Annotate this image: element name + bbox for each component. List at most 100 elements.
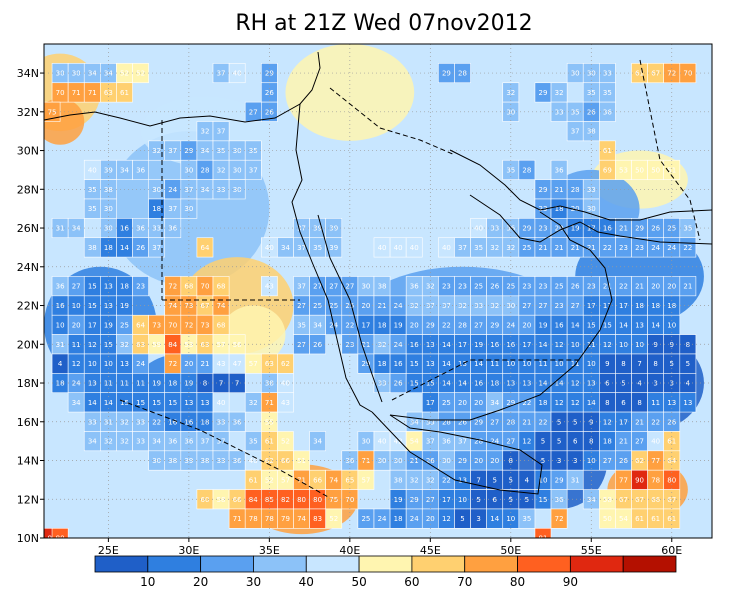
rh-cell: 32 — [100, 431, 117, 452]
rh-cell-fill — [132, 159, 149, 180]
rh-cell-value: 19 — [184, 380, 193, 388]
rh-cell: 37 — [212, 63, 230, 84]
rh-cell-value: 39 — [184, 457, 193, 465]
rh-cell-fill — [196, 237, 214, 258]
rh-cell: 5 — [550, 431, 568, 452]
rh-cell-value: 32 — [506, 244, 515, 252]
rh-cell-value: 37 — [426, 438, 435, 446]
rh-cell-value: 20 — [474, 457, 483, 465]
x-tick-label: 40E — [339, 544, 360, 557]
rh-cell: 34 — [309, 431, 326, 452]
rh-cell-fill — [261, 101, 278, 122]
rh-cell-value: 70 — [168, 321, 177, 329]
rh-cell-value: 63 — [136, 341, 145, 349]
rh-cell: 8 — [679, 334, 697, 355]
rh-cell-value: 23 — [539, 225, 548, 233]
rh-cell: 15 — [83, 276, 101, 297]
rh-cell-value: 27 — [297, 341, 306, 349]
rh-cell-value: 21 — [683, 283, 692, 291]
rh-cell: 6 — [615, 392, 632, 413]
rh-cell: 14 — [100, 392, 117, 413]
rh-cell-value: 28 — [474, 438, 483, 446]
rh-cell-value: 61 — [635, 515, 644, 523]
rh-cell-value: 37 — [201, 438, 210, 446]
rh-cell-value: 57 — [361, 476, 370, 484]
rh-cell-value: 18 — [378, 360, 387, 368]
rh-cell-value: 30 — [104, 205, 113, 213]
rh-cell-value: 17 — [442, 496, 451, 504]
rh-cell-value: 64 — [667, 457, 676, 465]
y-axis-ticks: 34N 32N 30N 28N 26N 24N 22N 20N 18N 16N 14N 12N 10N — [17, 67, 44, 545]
rh-cell-value: 85 — [265, 496, 274, 504]
rh-cell-value: 69 — [603, 166, 612, 174]
rh-cell: 26 — [486, 276, 504, 297]
rh-cell-value: 16 — [120, 225, 129, 233]
rh-cell-fill — [325, 508, 343, 529]
rh-cell-value: 53 — [619, 166, 628, 174]
rh-cell-value: 42 — [394, 438, 403, 446]
border-yemen — [391, 359, 580, 401]
rh-cell-value: 33 — [587, 186, 596, 194]
rh-cell-value: 25 — [313, 302, 322, 310]
rh-cell: 40 — [373, 431, 391, 452]
rh-cell-value: 15 — [88, 302, 97, 310]
rh-cell-value: 61 — [120, 89, 129, 97]
coastline-mediterranean — [44, 51, 321, 127]
rh-cell: 51 — [293, 450, 310, 471]
rh-cell: 37 — [212, 431, 230, 452]
rh-cell-value: 27 — [313, 283, 322, 291]
rh-cell-value: 50 — [635, 166, 644, 174]
rh-cell-value: 14 — [539, 380, 548, 388]
rh-cell-value: 21 — [555, 186, 564, 194]
rh-cell-value: 28 — [458, 321, 467, 329]
rh-cell-value: 27 — [426, 496, 435, 504]
rh-cell: 19 — [389, 314, 407, 335]
rh-cell-value: 38 — [587, 128, 596, 136]
rh-cell-value: 7 — [219, 380, 223, 388]
rh-cell-value: 40 — [265, 244, 274, 252]
rh-cell: 37 — [164, 198, 182, 219]
rh-cell: 54 — [405, 431, 423, 452]
rh-cell: 19 — [534, 314, 552, 335]
rh-cell: 30 — [228, 140, 246, 161]
colorbar-swatch — [569, 555, 624, 573]
rh-cell: 36 — [180, 431, 198, 452]
rh-cell-value: 27 — [297, 302, 306, 310]
rh-cell: 66 — [228, 489, 246, 510]
rh-cell-value: 70 — [345, 496, 354, 504]
rh-cell: 21 — [615, 431, 632, 452]
rh-cell: 80 — [663, 469, 681, 490]
rh-cell: 23 — [518, 276, 536, 297]
rh-cell: 15 — [132, 392, 149, 413]
rh-cell: 25 — [438, 392, 455, 413]
rh-cell-value: 6 — [492, 496, 497, 504]
rh-cell-value: 3 — [476, 515, 480, 523]
rh-cell-value: 18 — [201, 418, 210, 426]
rh-cell: 32 — [196, 121, 214, 142]
rh-cell-value: 24 — [506, 321, 515, 329]
rh-cell-value: 13 — [635, 321, 644, 329]
rh-cell-value: 34 — [104, 70, 113, 78]
rh-cell-value: 26 — [571, 283, 580, 291]
rh-cell-value: 50 — [603, 515, 612, 523]
rh-cell-value: 34 — [281, 244, 290, 252]
rh-cell: 36 — [164, 431, 182, 452]
rh-cell: 11 — [486, 353, 504, 374]
rh-cell: 61 — [599, 140, 616, 161]
rh-cell: 34 — [148, 431, 166, 452]
rh-cell: 35 — [212, 140, 230, 161]
rh-cell-value: 29 — [539, 89, 548, 97]
rh-cell-value: 33 — [217, 418, 226, 426]
rh-cell-value: 15 — [426, 380, 435, 388]
y-tick-label: 34N — [17, 67, 39, 80]
rh-cell-value: 18 — [555, 205, 564, 213]
rh-cell: 43 — [277, 392, 294, 413]
rh-cell: 17 — [421, 392, 439, 413]
rh-cell-value: 26 — [394, 380, 403, 388]
rh-cell-value: 52 — [329, 515, 338, 523]
rh-cell-value: 35 — [506, 166, 515, 174]
rh-cell-value: 16 — [394, 360, 403, 368]
rh-cell: 40 — [647, 431, 665, 452]
rh-cell-value: 32 — [426, 283, 435, 291]
rh-cell: 34 — [309, 314, 326, 335]
